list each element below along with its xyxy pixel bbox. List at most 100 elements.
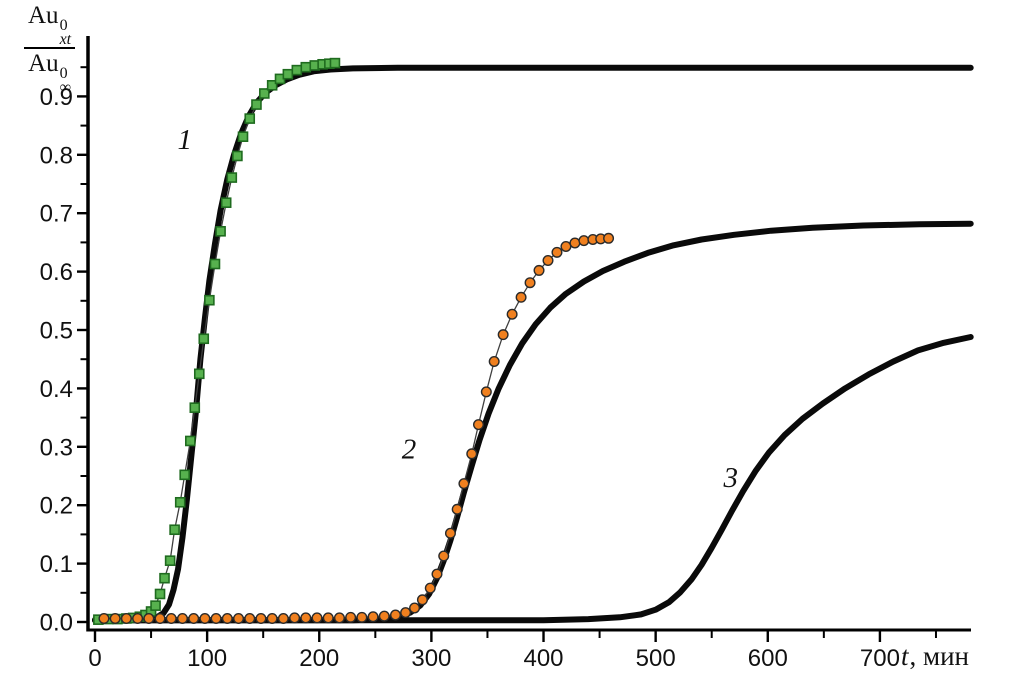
y-tick-label: 0.5 [40,318,73,345]
x-tick-label: 100 [187,645,227,672]
y-tick-label: 0.6 [40,259,73,286]
x-tick-label: 700 [860,645,900,672]
square-marker [226,172,238,183]
circle-marker [311,612,323,624]
circle-marker [322,612,334,624]
circle-marker [560,240,572,252]
circle-marker [472,419,484,431]
circle-marker [233,612,245,624]
square-marker [193,368,205,380]
square-marker [259,88,270,99]
circle-marker [266,612,278,624]
square-marker [209,258,221,270]
square-marker [215,226,226,237]
square-marker [169,524,180,536]
curve-1-model [92,64,974,623]
circle-marker [533,264,545,276]
y-tick-label: 0.7 [40,201,73,228]
circle-marker [551,246,563,258]
circle-marker [416,594,428,606]
y-axis-label-numerator: Au 0 xt [24,2,76,50]
circle-marker [367,611,379,623]
y-axis-label-denominator: Au 0 ∞ [28,50,72,96]
curve-3-model [92,334,974,624]
y-tick-label: 0.2 [40,493,73,520]
x-tick-label: 200 [299,645,339,672]
square-marker [282,68,294,80]
square-marker [251,99,262,110]
x-tick-label: 500 [636,645,676,672]
square-marker [150,600,161,611]
circle-marker [98,612,110,624]
circle-marker [458,478,470,490]
square-marker [159,572,170,584]
circle-marker [333,612,345,624]
series-1-exp-connector [98,62,336,621]
square-marker [164,555,176,566]
circle-marker [542,255,554,267]
circle-marker [289,612,301,624]
circle-marker [109,612,121,624]
y-tick-label: 0.9 [40,84,73,111]
circle-marker [176,612,188,624]
circle-marker [345,611,357,623]
circle-marker [199,612,211,624]
circle-marker [188,612,200,624]
circle-marker [603,232,615,244]
x-tick-label: 0 [88,645,101,672]
square-marker [237,131,249,142]
square-marker [329,57,341,69]
square-marker [266,80,278,91]
curve-label-2: 2 [402,433,417,465]
circle-marker [277,612,289,624]
circle-marker [431,568,443,580]
x-axis-label: t, мин [901,641,969,671]
circle-marker [524,277,536,289]
circle-marker [466,448,478,460]
square-marker [291,64,303,76]
circle-marker [356,611,368,623]
square-marker [174,496,186,508]
circle-marker [569,237,581,249]
circle-marker [300,612,312,624]
circle-marker [515,291,527,303]
circle-marker [497,329,509,341]
circle-marker [488,356,500,368]
y-tick-label: 0.8 [40,142,73,169]
curve-label-1: 1 [177,124,192,156]
circle-marker [221,612,233,624]
y-tick-label: 0.1 [40,551,73,578]
circle-marker [444,527,456,539]
circle-marker [165,612,177,624]
circle-marker [255,612,267,624]
circle-marker [244,612,256,624]
square-marker [204,294,215,306]
circle-marker [143,612,155,624]
square-marker [300,61,312,73]
square-marker [189,402,201,413]
x-tick-label: 400 [523,645,563,672]
y-axis-label: Au 0 xt Au 0 ∞ [24,2,76,96]
circle-marker [390,609,402,621]
y-tick-label: 0.3 [40,434,73,461]
square-marker [179,469,191,481]
square-marker [198,333,210,345]
circle-marker [451,503,463,515]
circle-marker [378,610,390,622]
circle-marker [424,582,436,594]
circle-marker [480,386,492,398]
circle-marker [438,550,450,562]
square-marker [232,150,243,162]
circle-marker [132,612,144,624]
curve-label-3: 3 [723,462,739,494]
x-tick-label: 300 [411,645,451,672]
circle-marker [400,607,412,619]
square-marker [244,113,256,124]
square-marker [154,588,166,600]
circle-marker [506,308,518,320]
circle-marker [210,612,222,624]
x-tick-label: 600 [748,645,788,672]
circle-marker [409,602,421,614]
y-tick-label: 0.4 [40,376,73,403]
